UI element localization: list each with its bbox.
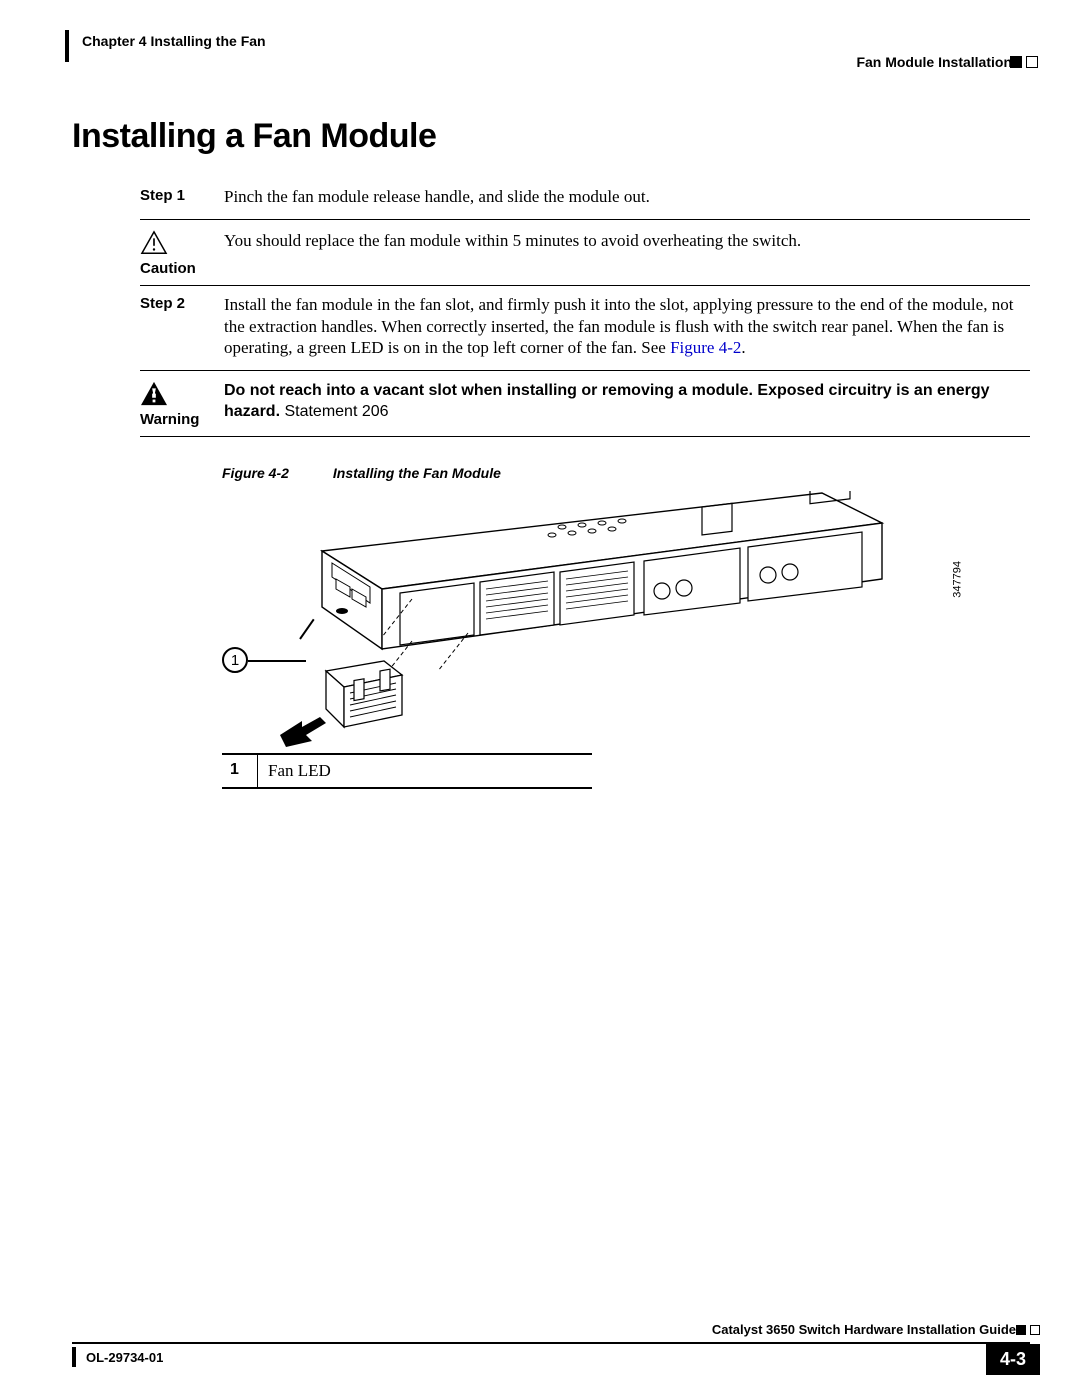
warning-statement: Statement 206	[280, 403, 389, 420]
header-marker-hollow	[1026, 56, 1038, 68]
warning-icon	[140, 381, 168, 407]
legend-row: 1 Fan LED	[222, 755, 592, 787]
footer-guide-title: Catalyst 3650 Switch Hardware Installati…	[712, 1322, 1016, 1337]
figure-title: Installing the Fan Module	[333, 465, 501, 481]
legend-text: Fan LED	[258, 755, 592, 787]
footer-bar	[72, 1347, 76, 1367]
header-marker-filled	[1010, 56, 1022, 68]
step-label: Step 2	[140, 294, 200, 312]
header-chapter: Chapter 4 Installing the Fan	[82, 33, 266, 49]
page-title: Installing a Fan Module	[72, 117, 436, 156]
caution-icon	[140, 230, 168, 256]
figure-caption: Figure 4-2 Installing the Fan Module	[222, 465, 1030, 481]
legend-num: 1	[222, 755, 258, 787]
step-text: Install the fan module in the fan slot, …	[224, 294, 1030, 358]
step-label: Step 1	[140, 186, 200, 204]
callout-1: 1	[222, 647, 248, 673]
figure-number: Figure 4-2	[222, 465, 289, 481]
header-rule	[65, 30, 69, 62]
warning-row: Warning Do not reach into a vacant slot …	[140, 370, 1030, 437]
footer-marker-filled	[1016, 1325, 1026, 1335]
caution-row: Caution You should replace the fan modul…	[140, 219, 1030, 286]
figure: 1 3477	[222, 491, 942, 751]
figure-legend: 1 Fan LED	[222, 753, 592, 789]
step2-pre: Install the fan module in the fan slot, …	[224, 295, 1013, 357]
step-row: Step 1 Pinch the fan module release hand…	[140, 182, 1030, 213]
step-text: Pinch the fan module release handle, and…	[224, 186, 1030, 207]
callout-leader	[248, 660, 306, 662]
caution-label: Caution	[140, 260, 196, 277]
warning-text: Do not reach into a vacant slot when ins…	[224, 381, 1030, 423]
warning-label: Warning	[140, 411, 199, 428]
footer-page-number: 4-3	[986, 1344, 1040, 1375]
footer-marker-hollow	[1030, 1325, 1040, 1335]
step2-post: .	[741, 338, 745, 357]
header-section: Fan Module Installation	[856, 54, 1012, 70]
footer-doc-number: OL-29734-01	[86, 1350, 163, 1365]
figure-link[interactable]: Figure 4-2	[670, 338, 741, 357]
footer-rule	[72, 1342, 1030, 1344]
step-row: Step 2 Install the fan module in the fan…	[140, 290, 1030, 364]
caution-text: You should replace the fan module within…	[224, 230, 1030, 251]
image-id: 347794	[952, 561, 964, 598]
insert-arrow-icon	[276, 711, 330, 755]
content-block: Step 1 Pinch the fan module release hand…	[140, 182, 1030, 789]
